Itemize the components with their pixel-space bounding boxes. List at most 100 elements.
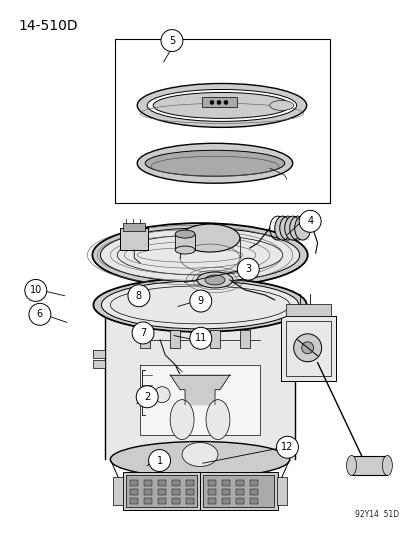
Bar [207, 489, 216, 495]
Ellipse shape [101, 281, 298, 329]
Text: 7: 7 [140, 328, 146, 338]
Bar [294, 360, 306, 368]
Bar [249, 480, 257, 487]
Bar [140, 330, 150, 348]
Bar [126, 475, 197, 507]
Text: 5: 5 [169, 36, 175, 45]
Ellipse shape [294, 216, 310, 240]
Circle shape [154, 386, 170, 402]
Text: 8: 8 [135, 290, 142, 301]
Bar [185, 489, 194, 495]
Circle shape [25, 279, 47, 301]
Ellipse shape [145, 150, 284, 176]
Circle shape [128, 285, 150, 306]
Bar [123, 223, 145, 231]
Bar [158, 489, 166, 495]
Bar [351, 456, 387, 475]
Bar [170, 330, 180, 348]
Bar [172, 480, 180, 487]
Bar [249, 489, 257, 495]
Polygon shape [105, 305, 294, 459]
Bar [93, 360, 105, 368]
Bar [144, 480, 152, 487]
Circle shape [190, 290, 211, 312]
Bar [235, 498, 243, 504]
Circle shape [216, 100, 221, 104]
Bar [130, 489, 138, 495]
Text: 11: 11 [194, 333, 206, 343]
Circle shape [136, 386, 158, 408]
Bar [172, 489, 180, 495]
Ellipse shape [92, 223, 307, 287]
Bar [221, 498, 229, 504]
Text: 92Y14  51D: 92Y14 51D [354, 510, 399, 519]
Ellipse shape [293, 334, 321, 362]
Ellipse shape [175, 246, 195, 254]
Bar [276, 478, 286, 505]
Bar [172, 498, 180, 504]
Text: 4: 4 [306, 216, 313, 227]
Polygon shape [170, 375, 229, 405]
Bar [285, 304, 330, 316]
Text: 10: 10 [30, 286, 42, 295]
Bar [158, 480, 166, 487]
Ellipse shape [147, 90, 296, 122]
Circle shape [276, 437, 298, 458]
Bar [158, 498, 166, 504]
Ellipse shape [153, 92, 290, 118]
Ellipse shape [206, 400, 229, 440]
Bar [249, 498, 257, 504]
Bar [185, 498, 194, 504]
Ellipse shape [269, 100, 293, 110]
Polygon shape [140, 365, 259, 434]
Bar [285, 321, 330, 376]
Bar [130, 498, 138, 504]
Text: 6: 6 [37, 309, 43, 319]
Text: 3: 3 [244, 264, 251, 274]
Bar [113, 478, 123, 505]
Bar [120, 228, 148, 250]
Circle shape [148, 449, 170, 472]
Ellipse shape [274, 216, 290, 240]
Bar [130, 480, 138, 487]
Bar [235, 489, 243, 495]
Bar [221, 489, 229, 495]
Ellipse shape [137, 84, 306, 127]
Bar [202, 475, 273, 507]
Ellipse shape [284, 216, 300, 240]
Circle shape [29, 303, 51, 325]
Ellipse shape [204, 275, 224, 285]
Ellipse shape [382, 456, 392, 475]
Text: 1: 1 [156, 456, 162, 465]
Ellipse shape [197, 272, 233, 288]
Text: 12: 12 [280, 442, 293, 452]
Ellipse shape [180, 224, 239, 252]
Circle shape [209, 100, 214, 104]
Bar [202, 98, 236, 108]
Bar [209, 330, 219, 348]
Ellipse shape [110, 441, 289, 478]
Text: 2: 2 [144, 392, 150, 402]
Text: 9: 9 [197, 296, 203, 306]
Bar [185, 480, 194, 487]
Circle shape [132, 322, 154, 344]
Ellipse shape [301, 342, 313, 354]
Ellipse shape [100, 228, 299, 282]
Circle shape [161, 30, 183, 52]
Ellipse shape [346, 456, 356, 475]
Bar [235, 480, 243, 487]
Circle shape [223, 100, 228, 104]
Ellipse shape [170, 400, 194, 440]
Ellipse shape [182, 442, 217, 466]
Bar [207, 498, 216, 504]
Bar [280, 316, 335, 381]
Bar [115, 38, 329, 203]
Circle shape [299, 211, 320, 232]
Bar [144, 489, 152, 495]
Ellipse shape [93, 278, 306, 332]
Bar [207, 480, 216, 487]
Bar [239, 330, 249, 348]
Bar [221, 480, 229, 487]
Ellipse shape [137, 143, 292, 183]
Text: 14-510D: 14-510D [19, 19, 78, 33]
